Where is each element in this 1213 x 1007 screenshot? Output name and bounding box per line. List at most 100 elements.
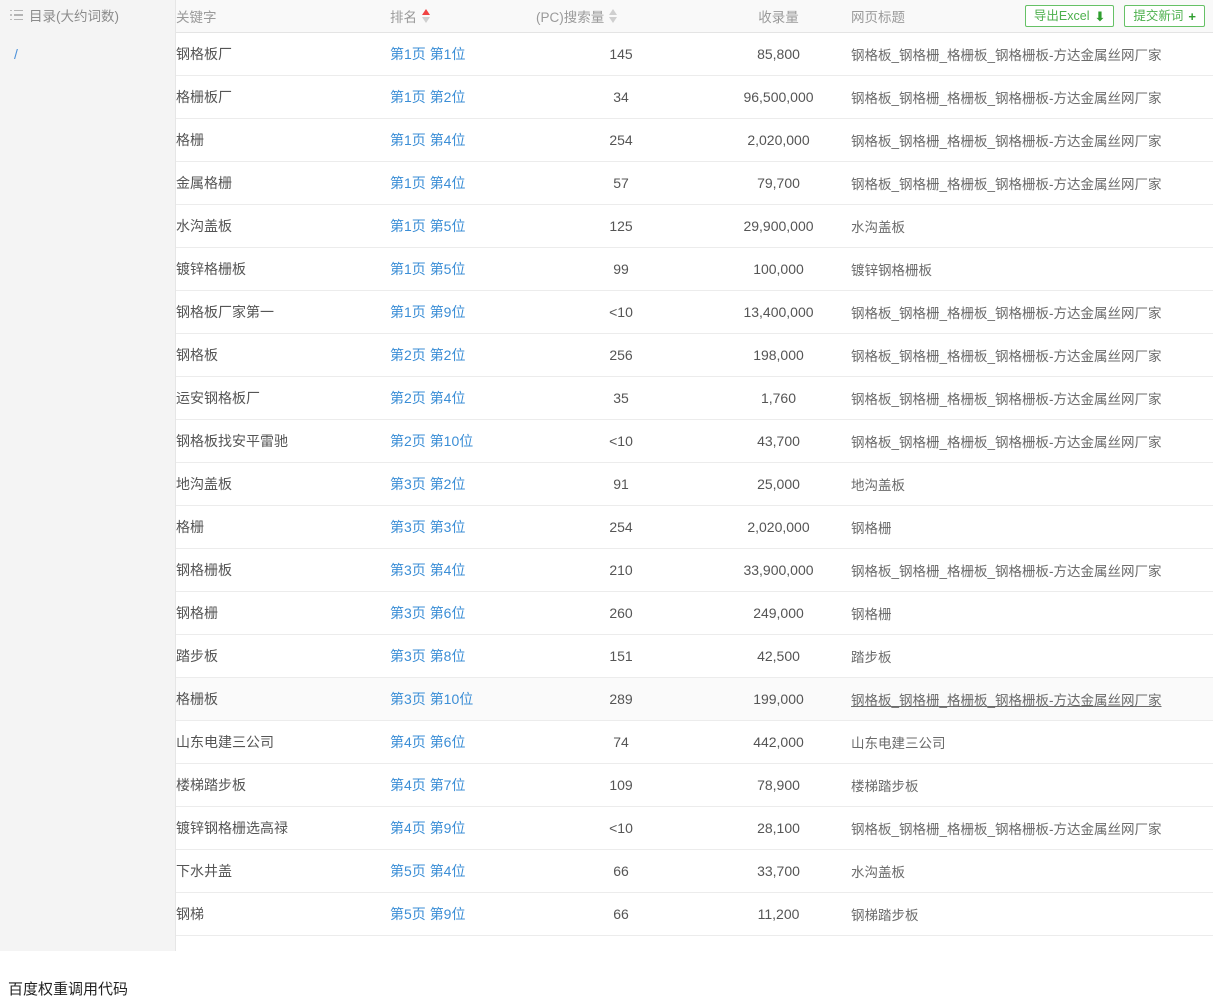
- sort-toggle-rank-icon[interactable]: [422, 8, 431, 23]
- page-title-link[interactable]: 钢格板_钢格栅_格栅板_钢格栅板-方达金属丝网厂家: [851, 692, 1162, 708]
- rank-page-link[interactable]: 第4页: [390, 733, 426, 750]
- rank-page-link[interactable]: 第5页: [390, 862, 426, 879]
- rank-page-link[interactable]: 第2页: [390, 432, 426, 449]
- export-excel-button[interactable]: 导出Excel ⬇: [1024, 5, 1115, 27]
- table-row[interactable]: 格栅 第1页 第4位 254 2,020,000 钢格板_钢格栅_格栅板_钢格栅板-方达…: [176, 118, 1213, 162]
- rank-page-link[interactable]: 第1页: [390, 88, 426, 105]
- table-row[interactable]: 运安钢格板厂 第2页 第4位 35 1,760 钢格板_钢格栅_格栅板_钢格栅板-方达金…: [176, 376, 1213, 420]
- rank-position-link[interactable]: 第4位: [429, 131, 466, 148]
- page-title-link[interactable]: 水沟盖板: [851, 219, 905, 235]
- page-title-link[interactable]: 钢格板_钢格栅_格栅板_钢格栅板-方达金属丝网厂家: [851, 176, 1162, 192]
- rank-page-link[interactable]: 第2页: [390, 389, 426, 406]
- column-header-pc-volume[interactable]: (PC)搜索量: [536, 0, 706, 33]
- rank-page-link[interactable]: 第3页: [390, 561, 426, 578]
- table-row[interactable]: 镀锌钢格栅选高禄 第4页 第9位 <10 28,100 钢格板_钢格栅_格栅板_钢格栅板…: [176, 806, 1213, 850]
- rank-position-link[interactable]: 第6位: [429, 604, 466, 621]
- page-title-link[interactable]: 钢格板_钢格栅_格栅板_钢格栅板-方达金属丝网厂家: [851, 90, 1162, 106]
- table-row[interactable]: 钢格板厂 第1页 第1位 145 85,800 钢格板_钢格栅_格栅板_钢格栅板-方达金…: [176, 32, 1213, 76]
- rank-position-link[interactable]: 第2位: [429, 475, 466, 492]
- page-title-link[interactable]: 山东电建三公司: [851, 735, 946, 751]
- table-row[interactable]: 踏步板 第3页 第8位 151 42,500 踏步板: [176, 634, 1213, 678]
- rank-page-link[interactable]: 第1页: [390, 217, 426, 234]
- rank-position-link[interactable]: 第9位: [429, 819, 466, 836]
- rank-page-link[interactable]: 第2页: [390, 346, 426, 363]
- cell-rank: 第3页 第6位: [390, 591, 536, 635]
- page-title-link[interactable]: 钢格板_钢格栅_格栅板_钢格栅板-方达金属丝网厂家: [851, 391, 1162, 407]
- rank-position-link[interactable]: 第3位: [429, 518, 466, 535]
- table-row[interactable]: 钢格板厂家第一 第1页 第9位 <10 13,400,000 钢格板_钢格栅_格栅板_钢…: [176, 290, 1213, 334]
- cell-indexed-count: 33,700: [706, 849, 851, 893]
- cell-indexed-count: 100,000: [706, 247, 851, 291]
- cell-keyword: 格栅板: [176, 677, 390, 721]
- table-row[interactable]: 山东电建三公司 第4页 第6位 74 442,000 山东电建三公司: [176, 720, 1213, 764]
- table-row[interactable]: 楼梯踏步板 第4页 第7位 109 78,900 楼梯踏步板: [176, 763, 1213, 807]
- table-row[interactable]: 金属格栅 第1页 第4位 57 79,700 钢格板_钢格栅_格栅板_钢格栅板-方达金属…: [176, 161, 1213, 205]
- page-title-link[interactable]: 钢格板_钢格栅_格栅板_钢格栅板-方达金属丝网厂家: [851, 821, 1162, 837]
- rank-page-link[interactable]: 第4页: [390, 776, 426, 793]
- page-title-link[interactable]: 镀锌钢格栅板: [851, 262, 932, 278]
- rank-page-link[interactable]: 第1页: [390, 45, 426, 62]
- rank-position-link[interactable]: 第10位: [429, 690, 474, 707]
- table-row[interactable]: 钢格板找安平雷驰 第2页 第10位 <10 43,700 钢格板_钢格栅_格栅板_钢格栅…: [176, 419, 1213, 463]
- page-title-link[interactable]: 楼梯踏步板: [851, 778, 919, 794]
- cell-indexed-count: 25,000: [706, 462, 851, 506]
- page-title-link[interactable]: 钢格板_钢格栅_格栅板_钢格栅板-方达金属丝网厂家: [851, 47, 1162, 63]
- table-row[interactable]: 下水井盖 第5页 第4位 66 33,700 水沟盖板: [176, 849, 1213, 893]
- table-row[interactable]: 钢格栅板 第3页 第4位 210 33,900,000 钢格板_钢格栅_格栅板_钢格栅板…: [176, 548, 1213, 592]
- sort-toggle-pc-volume-icon[interactable]: [609, 8, 618, 23]
- page-title-link[interactable]: 钢格板_钢格栅_格栅板_钢格栅板-方达金属丝网厂家: [851, 305, 1162, 321]
- rank-position-link[interactable]: 第6位: [429, 733, 466, 750]
- rank-position-link[interactable]: 第5位: [429, 217, 466, 234]
- page-title-link[interactable]: 钢格板_钢格栅_格栅板_钢格栅板-方达金属丝网厂家: [851, 133, 1162, 149]
- rank-page-link[interactable]: 第1页: [390, 260, 426, 277]
- rank-position-link[interactable]: 第9位: [429, 905, 466, 922]
- page-title-link[interactable]: 地沟盖板: [851, 477, 905, 493]
- table-row[interactable]: 格栅板 第3页 第10位 289 199,000 钢格板_钢格栅_格栅板_钢格栅板-方达…: [176, 677, 1213, 721]
- table-row[interactable]: 钢格栅 第3页 第6位 260 249,000 钢格栅: [176, 591, 1213, 635]
- cell-page-title: 钢梯踏步板: [851, 892, 1213, 936]
- table-row[interactable]: 地沟盖板 第3页 第2位 91 25,000 地沟盖板: [176, 462, 1213, 506]
- rank-page-link[interactable]: 第1页: [390, 303, 426, 320]
- rank-page-link[interactable]: 第1页: [390, 174, 426, 191]
- page-title-link[interactable]: 踏步板: [851, 649, 892, 665]
- rank-position-link[interactable]: 第7位: [429, 776, 466, 793]
- rank-page-link[interactable]: 第3页: [390, 475, 426, 492]
- rank-position-link[interactable]: 第2位: [429, 88, 466, 105]
- rank-position-link[interactable]: 第10位: [429, 432, 474, 449]
- rank-position-link[interactable]: 第8位: [429, 647, 466, 664]
- rank-page-link[interactable]: 第3页: [390, 690, 426, 707]
- submit-new-keyword-button[interactable]: 提交新词 +: [1124, 5, 1205, 27]
- table-row[interactable]: 钢格板 第2页 第2位 256 198,000 钢格板_钢格栅_格栅板_钢格栅板-方达金…: [176, 333, 1213, 377]
- table-row[interactable]: 镀锌格栅板 第1页 第5位 99 100,000 镀锌钢格栅板: [176, 247, 1213, 291]
- rank-page-link[interactable]: 第3页: [390, 647, 426, 664]
- rank-position-link[interactable]: 第4位: [429, 174, 466, 191]
- page-title-link[interactable]: 水沟盖板: [851, 864, 905, 880]
- page-title-link[interactable]: 钢格栅: [851, 520, 892, 536]
- rank-page-link[interactable]: 第4页: [390, 819, 426, 836]
- page-title-link[interactable]: 钢格板_钢格栅_格栅板_钢格栅板-方达金属丝网厂家: [851, 348, 1162, 364]
- cell-indexed-count: 79,700: [706, 161, 851, 205]
- page-title-link[interactable]: 钢格板_钢格栅_格栅板_钢格栅板-方达金属丝网厂家: [851, 434, 1162, 450]
- rank-position-link[interactable]: 第5位: [429, 260, 466, 277]
- rank-position-link[interactable]: 第4位: [429, 561, 466, 578]
- rank-page-link[interactable]: 第3页: [390, 518, 426, 535]
- rank-position-link[interactable]: 第1位: [429, 45, 466, 62]
- sidebar-item-root[interactable]: /: [14, 46, 18, 62]
- rank-page-link[interactable]: 第3页: [390, 604, 426, 621]
- rank-position-link[interactable]: 第2位: [429, 346, 466, 363]
- rank-position-link[interactable]: 第4位: [429, 862, 466, 879]
- table-row[interactable]: 格栅 第3页 第3位 254 2,020,000 钢格栅: [176, 505, 1213, 549]
- page-title-link[interactable]: 钢梯踏步板: [851, 907, 919, 923]
- column-header-rank[interactable]: 排名: [390, 0, 536, 33]
- table-row[interactable]: 水沟盖板 第1页 第5位 125 29,900,000 水沟盖板: [176, 204, 1213, 248]
- page-title-link[interactable]: 钢格板_钢格栅_格栅板_钢格栅板-方达金属丝网厂家: [851, 563, 1162, 579]
- rank-position-link[interactable]: 第4位: [429, 389, 466, 406]
- rank-position-link[interactable]: 第9位: [429, 303, 466, 320]
- cell-rank: 第2页 第10位: [390, 419, 536, 463]
- rank-page-link[interactable]: 第5页: [390, 905, 426, 922]
- table-row[interactable]: 格栅板厂 第1页 第2位 34 96,500,000 钢格板_钢格栅_格栅板_钢格栅板-…: [176, 75, 1213, 119]
- cell-indexed-count: 198,000: [706, 333, 851, 377]
- table-row[interactable]: 钢梯 第5页 第9位 66 11,200 钢梯踏步板: [176, 892, 1213, 936]
- page-title-link[interactable]: 钢格栅: [851, 606, 892, 622]
- rank-page-link[interactable]: 第1页: [390, 131, 426, 148]
